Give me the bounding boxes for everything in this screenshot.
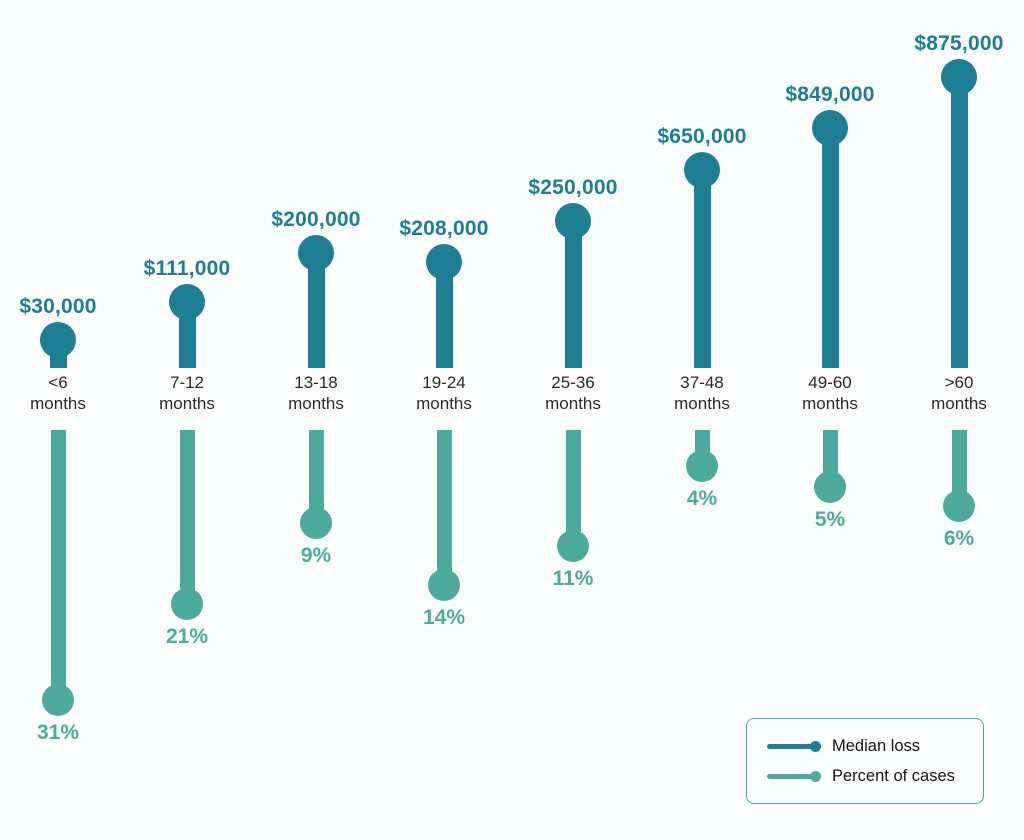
percent-cases-dot-swatch bbox=[810, 770, 821, 782]
median-loss-dot-swatch bbox=[810, 740, 821, 752]
median-loss-stem bbox=[40, 322, 76, 368]
median-loss-stem bbox=[169, 284, 205, 368]
percent-cases-stem bbox=[428, 430, 460, 601]
median-loss-stem bbox=[812, 110, 848, 368]
percent-cases-stem bbox=[686, 430, 718, 482]
category-label: 13-18 months bbox=[288, 373, 344, 413]
percent-cases-dot bbox=[171, 588, 203, 620]
percent-cases-dot bbox=[300, 507, 332, 539]
median-loss-value: $208,000 bbox=[399, 217, 489, 240]
median-loss-dot bbox=[426, 244, 462, 280]
percent-cases-value: 6% bbox=[943, 527, 975, 550]
median-loss-value: $849,000 bbox=[785, 83, 875, 106]
chart-column-lt6-months: $30,000 <6 months 31% bbox=[0, 0, 122, 840]
chart-column-37-48-months: $650,000 37-48 months 4% bbox=[638, 0, 766, 840]
median-loss-dot bbox=[40, 322, 76, 358]
chart-column-13-18-months: $200,000 13-18 months 9% bbox=[252, 0, 380, 840]
category-label: 37-48 months bbox=[674, 373, 730, 413]
median-loss-stem bbox=[941, 59, 977, 368]
percent-cases-value: 9% bbox=[300, 544, 332, 567]
median-loss-value: $250,000 bbox=[528, 176, 618, 199]
percent-cases-dot bbox=[686, 450, 718, 482]
percent-cases-dot bbox=[814, 471, 846, 503]
category-label: 25-36 months bbox=[545, 373, 601, 413]
median-loss-value: $650,000 bbox=[657, 125, 747, 148]
median-loss-dot bbox=[812, 110, 848, 146]
median-loss-stem bbox=[298, 235, 334, 368]
percent-cases-dot bbox=[42, 684, 74, 716]
median-loss-value: $200,000 bbox=[271, 208, 361, 231]
category-label: 19-24 months bbox=[416, 373, 472, 413]
median-loss-value: $111,000 bbox=[143, 257, 231, 280]
percent-cases-value: 31% bbox=[36, 721, 80, 744]
percent-cases-value: 5% bbox=[814, 508, 846, 531]
median-loss-dot bbox=[555, 203, 591, 239]
median-loss-value: $875,000 bbox=[914, 32, 1004, 55]
percent-cases-stem bbox=[42, 430, 74, 716]
category-label: 49-60 months bbox=[802, 373, 858, 413]
percent-cases-stem bbox=[814, 430, 846, 503]
category-label: <6 months bbox=[30, 373, 86, 413]
chart-column-25-36-months: $250,000 25-36 months 11% bbox=[509, 0, 637, 840]
percent-cases-value: 21% bbox=[165, 625, 209, 648]
median-loss-stem bbox=[555, 203, 591, 368]
percent-cases-value: 4% bbox=[686, 487, 718, 510]
median-loss-dot bbox=[169, 284, 205, 320]
percent-cases-value: 11% bbox=[552, 567, 594, 590]
percent-cases-dot bbox=[428, 569, 460, 601]
median-loss-stem bbox=[684, 152, 720, 368]
category-label: 7-12 months bbox=[159, 373, 215, 413]
chart-column-19-24-months: $208,000 19-24 months 14% bbox=[380, 0, 508, 840]
legend-label: Median loss bbox=[832, 736, 921, 755]
legend-item-median-loss: Median loss bbox=[767, 737, 983, 756]
percent-cases-value: 14% bbox=[422, 606, 466, 629]
median-loss-dot bbox=[298, 235, 334, 271]
legend-item-percent-of-cases: Percent of cases bbox=[767, 767, 983, 786]
median-loss-stem bbox=[426, 244, 462, 368]
percent-cases-stem bbox=[557, 430, 589, 562]
category-label: >60 months bbox=[931, 373, 987, 413]
percent-cases-dot bbox=[557, 530, 589, 562]
percent-cases-stem bbox=[943, 430, 975, 522]
percent-cases-dot bbox=[943, 490, 975, 522]
legend: Median loss Percent of cases bbox=[746, 718, 984, 804]
median-loss-dot bbox=[684, 152, 720, 188]
legend-label: Percent of cases bbox=[832, 766, 955, 785]
median-loss-line-swatch bbox=[767, 743, 813, 749]
chart-column-49-60-months: $849,000 49-60 months 5% bbox=[766, 0, 894, 840]
chart-column-7-12-months: $111,000 7-12 months 21% bbox=[123, 0, 251, 840]
percent-cases-line-swatch bbox=[767, 773, 813, 779]
percent-cases-stem bbox=[171, 430, 203, 620]
percent-cases-stem bbox=[300, 430, 332, 539]
chart-column-gt60-months: $875,000 >60 months 6% bbox=[895, 0, 1023, 840]
median-loss-dot bbox=[941, 59, 977, 95]
median-loss-value: $30,000 bbox=[19, 295, 97, 318]
